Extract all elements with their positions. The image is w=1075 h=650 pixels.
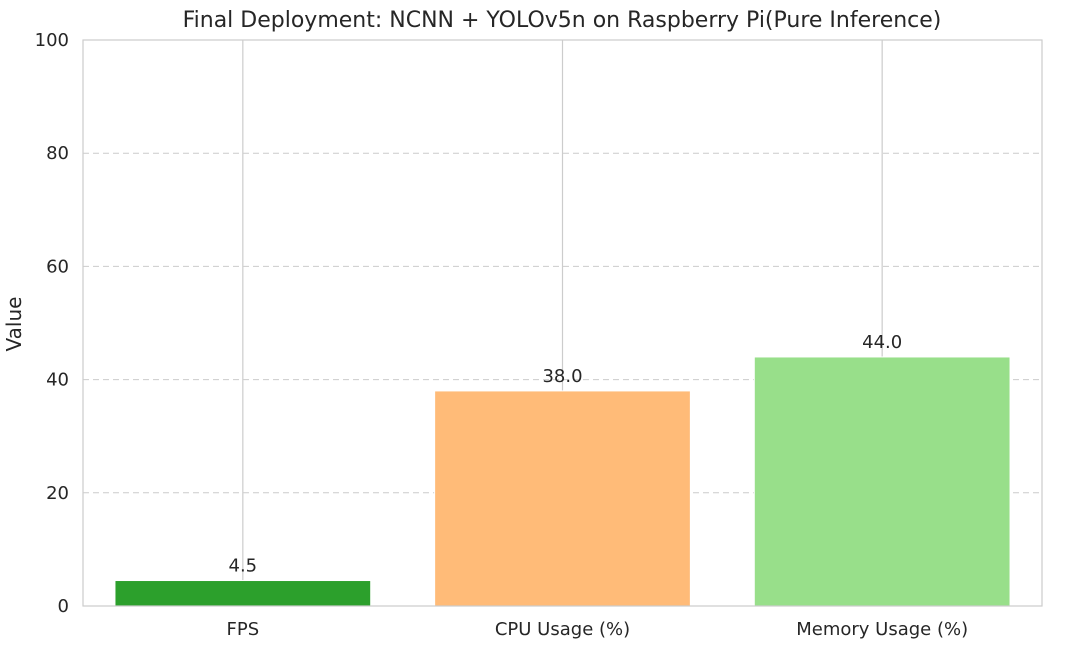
bar	[753, 356, 1011, 607]
chart-title: Final Deployment: NCNN + YOLOv5n on Rasp…	[183, 8, 942, 33]
x-tick-label: CPU Usage (%)	[495, 619, 630, 640]
y-tick-label: 40	[46, 370, 69, 391]
y-tick-label: 20	[46, 483, 69, 504]
data-labels: 4.5 38.0 44.0	[229, 332, 903, 577]
y-axis-ticks: 0 20 40 60 80 100	[35, 30, 69, 617]
x-axis-ticks: FPS CPU Usage (%) Memory Usage (%)	[227, 619, 969, 640]
y-tick-label: 80	[46, 143, 69, 164]
x-tick-label: Memory Usage (%)	[796, 619, 968, 640]
bar	[434, 390, 691, 607]
plot-frame	[82, 39, 1043, 607]
data-label: 44.0	[862, 332, 902, 353]
data-label: 4.5	[229, 556, 258, 577]
x-tick-label: FPS	[227, 619, 260, 640]
bar	[114, 580, 372, 607]
y-tick-label: 100	[35, 30, 69, 51]
y-tick-label: 60	[46, 256, 69, 277]
y-axis-title: Value	[2, 297, 26, 352]
bars	[114, 356, 1011, 607]
y-tick-label: 0	[58, 596, 69, 617]
data-label: 38.0	[542, 366, 582, 387]
